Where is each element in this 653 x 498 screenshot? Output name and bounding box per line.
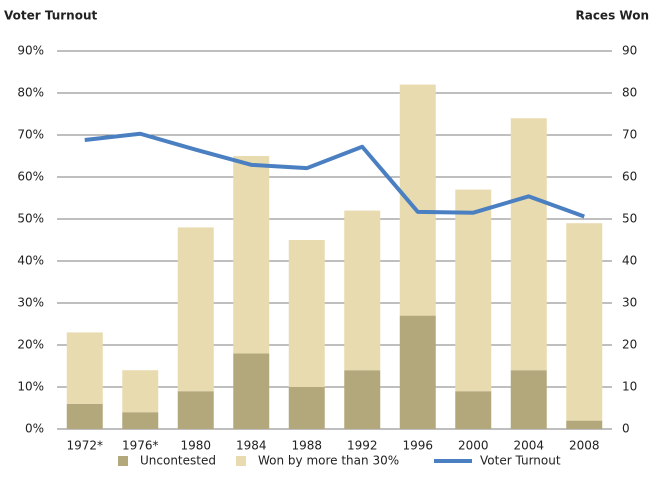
bar-segment [177, 227, 214, 392]
y2-tick-label: 50 [622, 212, 637, 226]
bar-segment [288, 240, 325, 387]
bar-segment [455, 189, 492, 392]
legend-swatch [236, 456, 246, 466]
bar-segment [344, 370, 381, 429]
bar-segment [122, 412, 159, 429]
y-tick-label: 60% [17, 170, 44, 184]
legend-label: Won by more than 30% [258, 454, 399, 468]
bar-segment [177, 391, 214, 429]
bar-segment [399, 315, 436, 429]
y-tick-label: 10% [17, 380, 44, 394]
y2-tick-label: 90 [622, 44, 637, 58]
bar-segment [233, 353, 270, 429]
bar-segment [66, 332, 103, 404]
y-tick-label: 20% [17, 338, 44, 352]
y2-tick-label: 70 [622, 128, 637, 142]
y2-tick-label: 0 [622, 422, 630, 436]
bar-segment [66, 403, 103, 429]
bar-segment [344, 210, 381, 371]
legend-label: Uncontested [140, 454, 216, 468]
y-tick-label: 40% [17, 254, 44, 268]
legend-swatch [118, 456, 128, 466]
bar-segment [510, 118, 547, 371]
y2-tick-label: 10 [622, 380, 637, 394]
y2-tick-label: 20 [622, 338, 637, 352]
y2-tick-label: 30 [622, 296, 637, 310]
x-tick-label: 1988 [291, 439, 322, 453]
x-tick-label: 1984 [236, 439, 267, 453]
y2-tick-label: 40 [622, 254, 637, 268]
bar-segment [288, 387, 325, 429]
bar-segment [510, 370, 547, 429]
bar-segment [566, 223, 603, 421]
y2-tick-label: 80 [622, 86, 637, 100]
x-tick-label: 1972* [66, 439, 103, 453]
y-tick-label: 70% [17, 128, 44, 142]
y-tick-label: 50% [17, 212, 44, 226]
bar-segment [455, 391, 492, 429]
line [84, 131, 585, 219]
y-tick-label: 0% [25, 422, 44, 436]
bar-segment [566, 420, 603, 429]
x-tick-label: 1976* [122, 439, 159, 453]
x-tick-label: 2004 [513, 439, 544, 453]
y-tick-label: 30% [17, 296, 44, 310]
x-tick-label: 2000 [458, 439, 489, 453]
bar-segment [233, 156, 270, 354]
x-tick-label: 1980 [180, 439, 211, 453]
y-axis-title: Voter Turnout [4, 9, 98, 23]
y-tick-label: 90% [17, 44, 44, 58]
y2-tick-label: 60 [622, 170, 637, 184]
y2-axis-title: Races Won [575, 9, 649, 23]
y-tick-label: 80% [17, 86, 44, 100]
bar-segment [122, 370, 159, 413]
x-tick-label: 2008 [569, 439, 600, 453]
x-tick-label: 1996 [402, 439, 433, 453]
legend-label: Voter Turnout [480, 454, 561, 468]
x-tick-label: 1992 [347, 439, 378, 453]
